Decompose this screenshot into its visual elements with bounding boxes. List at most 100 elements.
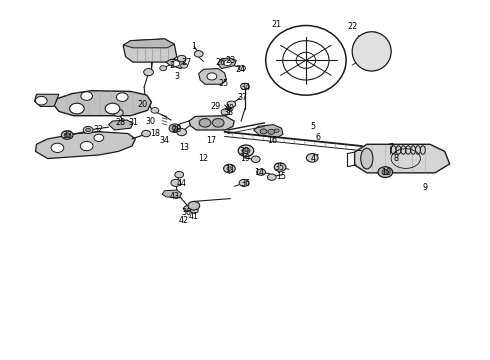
Polygon shape <box>123 39 174 48</box>
Circle shape <box>207 73 217 80</box>
Text: 2: 2 <box>170 61 174 70</box>
Circle shape <box>35 96 47 105</box>
Text: 23: 23 <box>225 56 236 65</box>
Circle shape <box>64 133 70 137</box>
Circle shape <box>227 101 236 108</box>
Text: 38: 38 <box>223 108 233 117</box>
Polygon shape <box>123 39 177 62</box>
Circle shape <box>61 131 73 139</box>
Circle shape <box>260 129 267 134</box>
Text: 15: 15 <box>276 172 287 181</box>
Text: 30: 30 <box>145 117 155 126</box>
Text: 28: 28 <box>116 118 126 127</box>
Text: 4: 4 <box>311 154 316 163</box>
Text: 18: 18 <box>150 129 160 138</box>
Text: 40: 40 <box>224 104 234 113</box>
Circle shape <box>184 206 192 211</box>
Text: 19: 19 <box>240 154 250 163</box>
Text: 26: 26 <box>216 58 226 67</box>
Circle shape <box>81 92 93 100</box>
Circle shape <box>212 118 224 127</box>
Text: 6: 6 <box>316 132 320 141</box>
Circle shape <box>378 167 392 177</box>
Circle shape <box>251 156 260 162</box>
Text: 9: 9 <box>423 183 428 192</box>
Text: 25: 25 <box>218 79 228 88</box>
Polygon shape <box>218 58 236 68</box>
Text: 36: 36 <box>240 179 250 188</box>
Circle shape <box>241 83 249 90</box>
Circle shape <box>188 202 200 210</box>
Circle shape <box>223 60 231 66</box>
Text: 14: 14 <box>255 168 265 177</box>
Circle shape <box>306 154 318 162</box>
Circle shape <box>221 109 230 115</box>
Circle shape <box>177 55 186 62</box>
Circle shape <box>195 51 203 57</box>
Circle shape <box>86 128 91 132</box>
Polygon shape <box>34 94 59 107</box>
Polygon shape <box>54 91 151 116</box>
Ellipse shape <box>352 32 391 71</box>
Circle shape <box>177 129 187 136</box>
Circle shape <box>382 170 389 175</box>
Circle shape <box>51 143 64 153</box>
Circle shape <box>70 103 84 114</box>
Text: 10: 10 <box>381 168 392 177</box>
Text: 37: 37 <box>238 93 247 102</box>
Polygon shape <box>189 116 234 130</box>
Text: 20: 20 <box>138 100 148 109</box>
Circle shape <box>274 129 279 132</box>
Circle shape <box>238 145 254 157</box>
Text: 24: 24 <box>235 65 245 74</box>
Text: 5: 5 <box>311 122 316 131</box>
Polygon shape <box>254 125 283 138</box>
Text: 32: 32 <box>94 126 104 135</box>
Circle shape <box>160 66 167 71</box>
Circle shape <box>172 126 178 130</box>
Circle shape <box>242 148 250 154</box>
Circle shape <box>169 124 181 132</box>
Circle shape <box>175 171 184 178</box>
Circle shape <box>80 141 93 151</box>
Circle shape <box>199 118 211 127</box>
Text: 41: 41 <box>189 212 199 221</box>
Text: 12: 12 <box>198 154 209 163</box>
Text: 35: 35 <box>274 163 284 172</box>
Polygon shape <box>199 68 226 84</box>
Circle shape <box>227 167 232 170</box>
Text: 22: 22 <box>347 22 357 31</box>
Text: 13: 13 <box>179 143 189 152</box>
Circle shape <box>191 207 198 213</box>
Text: 29: 29 <box>211 102 221 111</box>
Circle shape <box>105 103 120 114</box>
Text: 43: 43 <box>170 192 179 201</box>
Text: 1: 1 <box>191 41 196 50</box>
Text: 34: 34 <box>240 83 250 92</box>
Text: 7: 7 <box>389 143 394 152</box>
Text: 27: 27 <box>181 58 192 67</box>
Circle shape <box>171 179 181 186</box>
Circle shape <box>239 179 249 186</box>
Circle shape <box>181 63 188 68</box>
Polygon shape <box>166 59 186 68</box>
Text: 33: 33 <box>62 131 72 140</box>
Text: 36: 36 <box>181 208 192 217</box>
Text: 44: 44 <box>177 179 187 188</box>
Circle shape <box>116 93 128 102</box>
Circle shape <box>257 169 266 175</box>
Text: 34: 34 <box>160 136 170 145</box>
Circle shape <box>172 61 180 66</box>
Polygon shape <box>355 144 450 173</box>
Ellipse shape <box>361 148 373 169</box>
Text: 17: 17 <box>206 136 216 145</box>
Circle shape <box>151 108 159 113</box>
Polygon shape <box>35 132 135 158</box>
Text: 8: 8 <box>393 154 398 163</box>
Polygon shape <box>162 190 182 198</box>
Text: 11: 11 <box>225 165 235 174</box>
Text: 42: 42 <box>179 216 189 225</box>
Text: 21: 21 <box>271 20 282 29</box>
Circle shape <box>142 130 150 137</box>
Circle shape <box>274 163 286 171</box>
